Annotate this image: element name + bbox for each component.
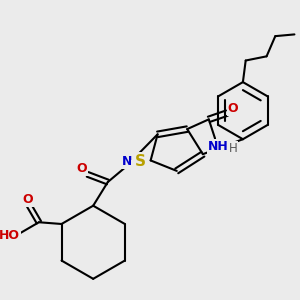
Text: HO: HO (0, 229, 20, 242)
Text: S: S (135, 154, 146, 169)
Text: O: O (22, 193, 33, 206)
Text: N: N (122, 154, 132, 168)
Text: NH: NH (208, 140, 229, 153)
Text: H: H (229, 142, 238, 155)
Text: O: O (76, 162, 87, 175)
Text: O: O (228, 102, 238, 116)
Text: H: H (132, 161, 140, 171)
